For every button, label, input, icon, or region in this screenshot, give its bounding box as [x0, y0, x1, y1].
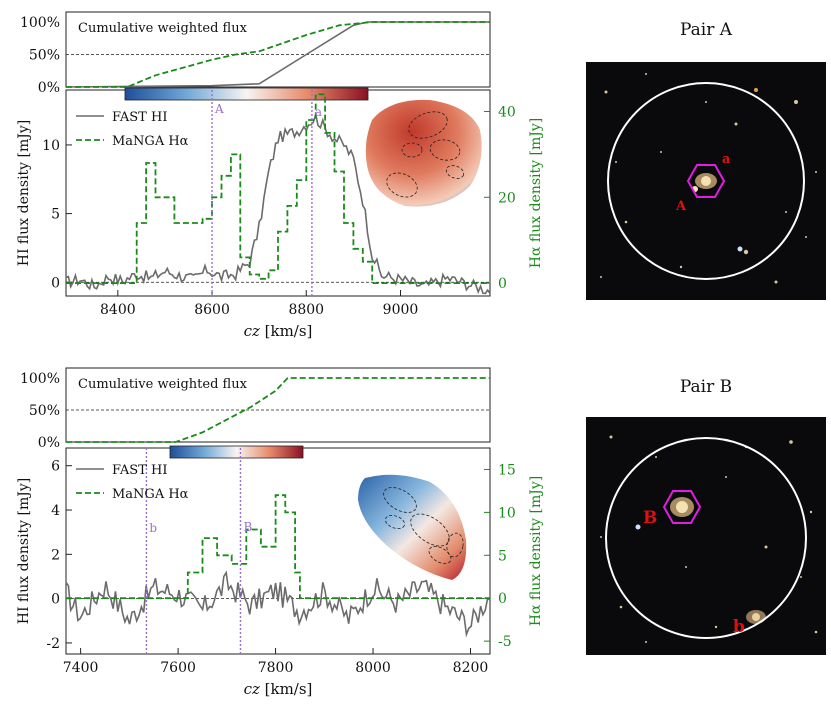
pair_b-map-contour: [446, 532, 464, 558]
pair_a-cum-ha-line: [66, 21, 490, 88]
pair_b-y-tick-label: 6: [51, 459, 60, 475]
pair_b-velocity-map: [358, 474, 467, 580]
pair_b-y-right-axis-label: Hα flux density [mJy]: [528, 476, 544, 626]
pair_b-y-right-tick-label: 15: [498, 462, 516, 478]
pair_b-ha-line: [66, 494, 490, 600]
pair_a-colorbar: [124, 87, 369, 101]
pair_a-x-axis-label: cz [km/s]: [244, 322, 313, 340]
pair_b-y-tick-label: -2: [46, 636, 60, 652]
pair_a-map-contour: [445, 165, 465, 179]
pair_a-x-tick-label: 8600: [194, 302, 230, 318]
pair_a-y-right-tick-label: 0: [498, 276, 507, 292]
pair_b-map-contour: [428, 546, 452, 564]
pair_a-x-tick-label: 9000: [383, 302, 419, 318]
pair_a-ha-line: [66, 93, 490, 284]
pair_b-cum-tick-label: 100%: [20, 371, 60, 387]
pair_b-cum-ha-line: [66, 377, 490, 443]
pair_b-colorbar: [169, 445, 304, 459]
pair_a-y-right-tick-label: 40: [498, 104, 516, 120]
pair-b-title: Pair B: [679, 377, 733, 397]
pair_a-map-contour: [386, 172, 418, 198]
pair-a-title: Pair A: [679, 20, 733, 40]
pair_a-legend-ha-label: MaNGA Hα: [112, 134, 189, 149]
pair_a-y-axis-label: HI flux density [mJy]: [16, 120, 32, 267]
pair-b-image-label-b: b: [733, 617, 745, 637]
pair-a-image-label-a: a: [722, 152, 731, 167]
pair_a-y-tick-label: 10: [42, 138, 60, 154]
pair_b-hi-line: [65, 570, 491, 638]
pair_b-cum-frame: [65, 367, 491, 443]
pair_b-x-tick-label: 7600: [160, 660, 196, 676]
pair_b-map-contour: [384, 515, 406, 529]
pair_b-y-right-tick-label: 0: [498, 591, 507, 607]
pair-a-image-label-A: A: [675, 199, 687, 214]
pair_b-legend-hi-label: FAST HI: [112, 463, 167, 478]
pair_a-legend-hi-label: FAST HI: [112, 110, 167, 125]
pair-a-sky-image: a A: [586, 62, 826, 300]
pair_a-velocity-map: [365, 99, 482, 207]
pair_a-y-right-axis-label: Hα flux density [mJy]: [528, 118, 544, 268]
pair_b-x-tick-label: 7800: [258, 660, 294, 676]
pair_a-map-contour: [429, 139, 461, 161]
pair_b-x-tick-label: 8000: [355, 660, 391, 676]
pair_a-y-right-tick-label: 20: [498, 190, 516, 206]
pair_a-cum-frame: [65, 11, 491, 88]
pair_b-y-right-tick-label: -5: [498, 634, 512, 650]
pair_a-map-contour: [408, 111, 448, 139]
pair-b-image-label-B: B: [643, 508, 657, 528]
pair_b-x-tick-label: 8200: [453, 660, 489, 676]
pair_a-cum-tick-label: 100%: [20, 15, 60, 31]
pair_a-y-tick-label: 0: [51, 275, 60, 291]
pair_b-map-contour: [383, 487, 417, 513]
pair_a-x-tick-label: 8800: [288, 302, 324, 318]
pair_b-y-right-tick-label: 10: [498, 505, 516, 521]
pair_b-y-right-tick-label: 5: [498, 548, 507, 564]
pair_a-x-tick-label: 8400: [100, 302, 136, 318]
pair_b-cum-tick-label: 0%: [38, 435, 60, 451]
pair_a-cum-tick-label: 50%: [29, 48, 60, 64]
pair_b-map-contour: [410, 513, 450, 547]
pair_b-x-axis-label: cz [km/s]: [244, 680, 313, 698]
pair_b-x-tick-label: 7400: [63, 660, 99, 676]
pair_b-y-tick-label: 2: [51, 547, 60, 563]
pair_a-y-tick-label: 5: [51, 207, 60, 223]
pair_a-map-contour: [401, 142, 423, 158]
pair_a-cum-tick-label: 0%: [38, 80, 60, 96]
pair_b-y-tick-label: 0: [51, 592, 60, 608]
pair-b-chart: 100% 50% 0% Cumulative weighted flux 7400 760…: [16, 367, 544, 698]
pair_b-cum-tick-label: 50%: [29, 403, 60, 419]
pair-b-sky-image: B b: [586, 417, 826, 655]
pair_b-marker-label: B: [243, 520, 252, 534]
pair_b-y-axis-label: HI flux density [mJy]: [16, 478, 32, 625]
pair_a-marker-label: a: [315, 105, 322, 119]
pair_a-cum-label: Cumulative weighted flux: [78, 21, 248, 36]
pair_b-legend-ha-label: MaNGA Hα: [112, 487, 189, 502]
pair-a-chart: 100% 50% 0% Cumulative weighted flux 8400 860…: [16, 11, 544, 340]
pair_b-y-tick-label: 4: [51, 503, 60, 519]
pair_b-cum-label: Cumulative weighted flux: [78, 377, 248, 392]
pair_a-marker-label: A: [214, 102, 224, 116]
pair_b-marker-label: b: [149, 521, 157, 535]
